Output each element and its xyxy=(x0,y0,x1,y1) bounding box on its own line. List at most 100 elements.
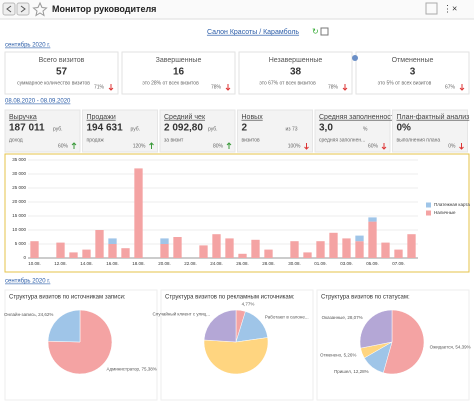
y-tick-label: 20 000 xyxy=(12,199,26,204)
bar xyxy=(121,248,130,258)
y-tick-label: 0 xyxy=(23,255,26,260)
card-percent: 0% xyxy=(448,143,456,149)
x-tick-label: 05.09. xyxy=(366,261,379,266)
pie-title: Структура визитов по статусам: xyxy=(321,295,410,301)
card-title[interactable]: План-фактный анализ xyxy=(397,113,470,121)
slice-label: Онлайн-запись, 24,62% xyxy=(4,311,54,317)
period-link[interactable]: сентябрь 2020 г. xyxy=(5,43,51,49)
y-tick-label: 5 000 xyxy=(15,241,27,246)
x-tick-label: 10.08. xyxy=(28,261,41,266)
kpi-card xyxy=(4,109,81,153)
card-title[interactable]: Новых xyxy=(242,114,264,121)
period-link[interactable]: сентябрь 2020 г. xyxy=(5,279,51,285)
card-unit: руб. xyxy=(131,126,141,132)
bar xyxy=(134,168,143,258)
x-tick-label: 03.09. xyxy=(340,261,353,266)
pie-slice xyxy=(203,337,269,375)
card-title[interactable]: Средняя заполненность xyxy=(319,114,398,121)
card-value: 187 011 xyxy=(9,123,45,134)
card-unit: из 73 xyxy=(286,126,298,132)
period-link[interactable]: 08.08.2020 - 08.09.2020 xyxy=(5,99,71,105)
info-icon[interactable] xyxy=(352,55,358,61)
trend-arrow xyxy=(459,143,464,150)
x-tick-label: 12.08. xyxy=(54,261,67,266)
kpi-card xyxy=(4,51,119,95)
bar xyxy=(342,238,351,258)
menu-button[interactable]: ⋮ xyxy=(443,3,452,13)
trend-arrow xyxy=(71,142,77,149)
card-unit: руб. xyxy=(208,126,218,132)
card-caption: визитов xyxy=(242,137,261,143)
trend-arrow xyxy=(226,142,232,149)
card-value: 3 xyxy=(410,67,416,78)
settings-icon[interactable] xyxy=(320,27,329,36)
bar xyxy=(30,241,39,258)
slice-label: Случайный клиент с улиц... xyxy=(152,310,210,316)
trend-arrow xyxy=(459,84,465,91)
bar xyxy=(225,238,234,258)
card-caption: продаж xyxy=(87,137,105,143)
close-button[interactable]: × xyxy=(452,3,457,13)
kpi-card xyxy=(238,51,353,95)
bar xyxy=(95,230,104,258)
forward-icon xyxy=(20,5,26,13)
card-percent: 100% xyxy=(288,143,301,149)
pie-panel xyxy=(4,289,158,401)
card-percent: 60% xyxy=(368,143,379,149)
card-caption: суммарное количество визитов xyxy=(17,80,90,86)
y-tick-label: 25 000 xyxy=(12,185,26,190)
bar xyxy=(82,249,91,258)
bar xyxy=(303,252,312,258)
card-value: 3,0 xyxy=(319,123,333,134)
card-percent: 78% xyxy=(328,84,339,90)
bar xyxy=(160,238,169,244)
x-tick-label: 07.09. xyxy=(392,261,405,266)
bar xyxy=(238,253,247,258)
card-value: 0% xyxy=(397,123,412,134)
page-title: Монитор руководителя xyxy=(52,4,156,14)
kpi-card xyxy=(82,109,158,153)
forward-button[interactable] xyxy=(16,2,30,16)
bar xyxy=(251,239,260,258)
bar xyxy=(368,221,377,258)
x-tick-label: 18.08. xyxy=(132,261,145,266)
x-tick-label: 26.08. xyxy=(236,261,249,266)
refresh-icon[interactable]: ↻ xyxy=(312,27,319,36)
bar xyxy=(394,249,403,258)
trend-arrow xyxy=(149,142,154,149)
card-value: 16 xyxy=(173,67,185,78)
kpi-card xyxy=(121,51,236,95)
link-button[interactable] xyxy=(425,2,438,15)
bar xyxy=(160,244,169,258)
card-caption: за визит xyxy=(164,137,184,143)
pie-title: Структура визитов по рекламным источника… xyxy=(165,295,295,301)
card-title[interactable]: Продажи xyxy=(87,114,116,121)
slice-label: Работают в салоне... xyxy=(265,315,309,320)
card-caption: доход xyxy=(9,137,23,143)
slice-label: Ожидается, 54,39% xyxy=(430,344,471,349)
pie-title: Структура визитов по источникам записи: xyxy=(9,295,126,301)
y-tick-label: 35 000 xyxy=(12,157,26,162)
card-value: 57 xyxy=(56,67,68,78)
trend-arrow xyxy=(304,143,309,150)
bar xyxy=(381,242,390,258)
legend-label: Платежная карта xyxy=(434,202,470,207)
card-percent: 80% xyxy=(213,143,224,149)
card-title[interactable]: Средний чек xyxy=(164,113,206,121)
card-unit: % xyxy=(363,126,368,132)
trend-arrow xyxy=(342,84,348,91)
x-tick-label: 30.08. xyxy=(288,261,301,266)
pie-slice xyxy=(359,309,393,349)
x-tick-label: 28.08. xyxy=(262,261,275,266)
card-title[interactable]: Выручка xyxy=(9,114,37,121)
x-tick-label: 20.08. xyxy=(158,261,171,266)
back-button[interactable] xyxy=(2,2,16,16)
bar xyxy=(407,234,416,258)
favorite-star[interactable] xyxy=(32,1,48,17)
bar xyxy=(173,237,182,258)
kpi-card xyxy=(159,109,236,153)
salon-link[interactable]: Салон Красоты / Карамболь xyxy=(207,28,299,36)
card-value: 2 xyxy=(242,123,248,134)
bar xyxy=(290,241,299,258)
back-icon xyxy=(6,5,12,13)
